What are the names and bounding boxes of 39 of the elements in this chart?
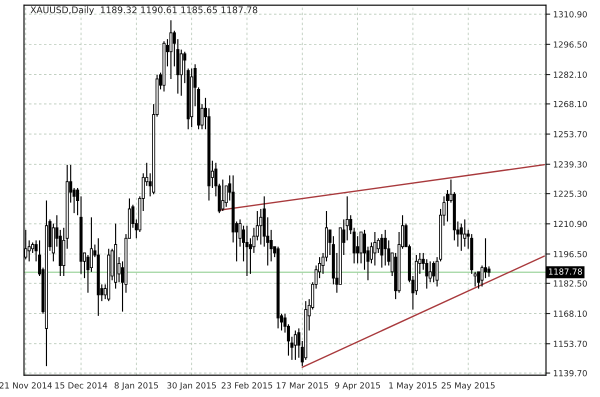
y-tick-label: 1282.10	[554, 72, 587, 78]
y-tick-label: 1210.90	[554, 220, 587, 228]
y-tick-label: 1139.70	[554, 370, 587, 376]
candlestick	[180, 49, 183, 96]
candlestick	[294, 330, 297, 360]
x-tick-label: 25 May 2015	[442, 382, 495, 390]
y-tick-label: 1310.90	[554, 11, 587, 18]
candlestick	[245, 225, 248, 277]
candlestick	[432, 260, 436, 283]
candlestick	[221, 179, 224, 212]
ref-line-label: 1187.78	[549, 268, 582, 275]
candlestick	[259, 208, 262, 246]
x-tick-label: 9 Apr 2015	[335, 382, 380, 390]
y-tick-label: 1296.50	[554, 41, 587, 48]
candlestick	[169, 20, 172, 80]
x-tick-label: 8 Jan 2015	[114, 382, 158, 390]
x-tick-label: 23 Feb 2015	[222, 382, 272, 389]
candlestick	[380, 234, 384, 268]
y-tick-label: 1253.70	[554, 131, 587, 138]
x-tick-label: 1 May 2015	[389, 382, 437, 390]
y-tick-label: 1239.30	[554, 161, 587, 168]
candlestick	[463, 218, 466, 248]
x-tick-label: 30 Jan 2015	[167, 382, 216, 390]
candlestick	[484, 238, 488, 279]
y-tick-label: 1153.70	[554, 340, 587, 348]
candlestick	[373, 231, 376, 266]
x-tick-label: 17 Mar 2015	[276, 382, 328, 389]
y-tick-label: 1182.50	[554, 280, 587, 287]
candlestick	[460, 223, 463, 252]
candlestick	[384, 229, 387, 266]
y-tick-label: 1225.30	[554, 190, 587, 197]
candlestick	[446, 190, 450, 222]
y-tick-label: 1268.10	[554, 100, 587, 108]
candlestick	[356, 236, 360, 264]
chart-title: XAUUSD,Daily 1189.32 1190.61 1185.65 1187.78	[30, 6, 258, 16]
y-tick-label: 1168.10	[554, 310, 587, 317]
y-tick-label: 1196.50	[554, 250, 587, 258]
x-tick-label: 21 Nov 2014	[0, 382, 52, 389]
x-tick-label: 15 Dec 2014	[55, 382, 108, 389]
